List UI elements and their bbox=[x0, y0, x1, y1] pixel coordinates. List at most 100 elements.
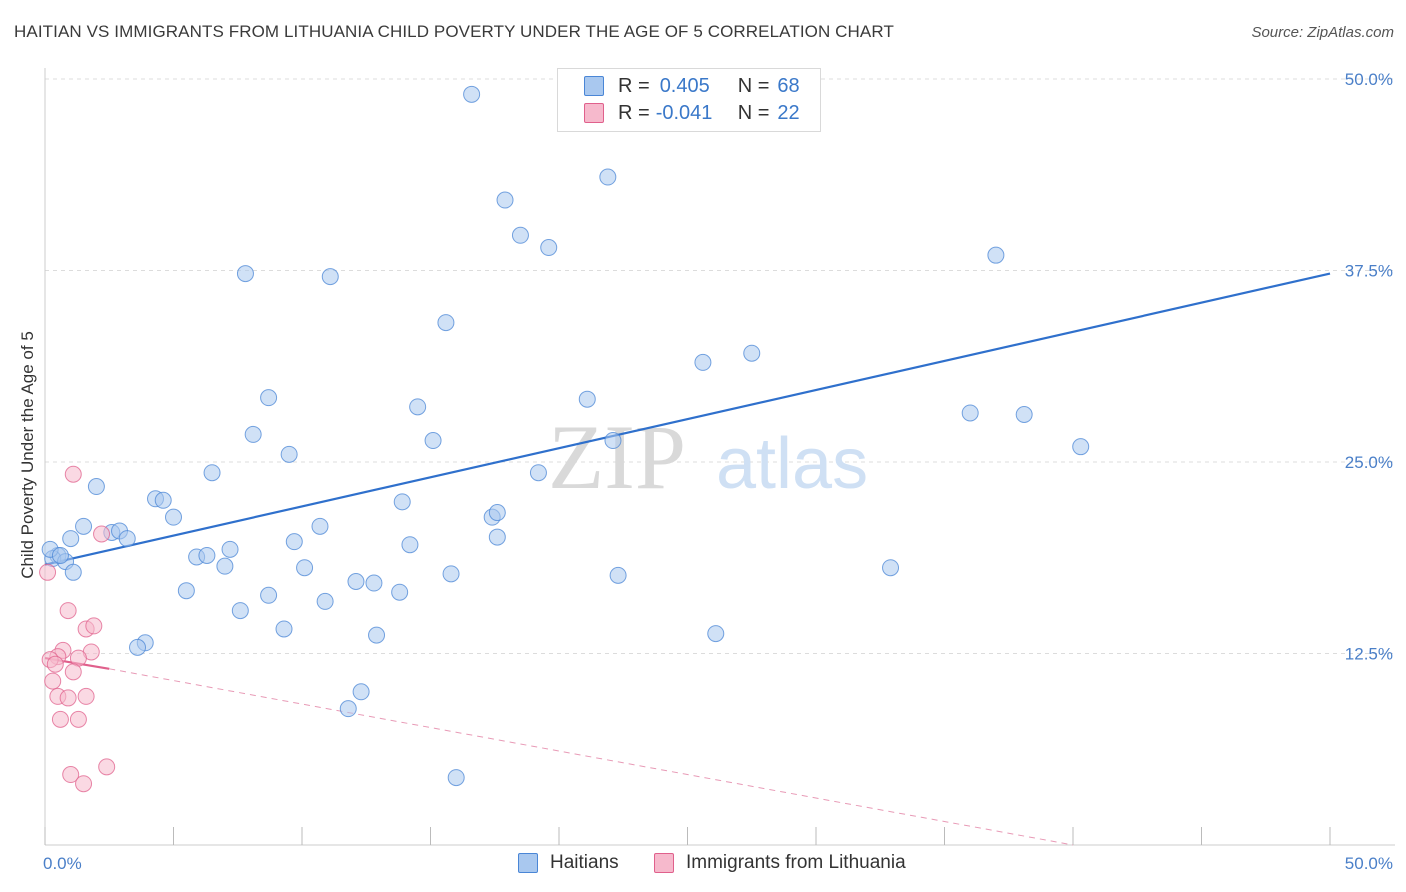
data-points bbox=[39, 85, 1090, 793]
haitians-point bbox=[51, 546, 69, 564]
watermark-zip: ZIP bbox=[548, 406, 686, 508]
haitians-point bbox=[321, 268, 339, 286]
watermark: ZIP atlas bbox=[548, 406, 868, 508]
lithuania-swatch bbox=[584, 103, 604, 123]
haitians-point bbox=[260, 586, 278, 604]
haitians-point bbox=[707, 625, 725, 643]
lithuania-point bbox=[39, 563, 57, 581]
haitians-point bbox=[1072, 438, 1090, 456]
series-legend: Haitians Immigrants from Lithuania bbox=[0, 852, 1406, 878]
haitians-point bbox=[280, 445, 298, 463]
x-tick-label: 50.0% bbox=[1345, 854, 1393, 873]
haitians-point bbox=[447, 769, 465, 787]
lithuania-point bbox=[64, 663, 82, 681]
haitians-point bbox=[339, 700, 357, 718]
y-tick-label: 25.0% bbox=[1345, 453, 1393, 472]
lithuania-point bbox=[44, 672, 62, 690]
haitians-point bbox=[311, 517, 329, 535]
haitians-point bbox=[488, 504, 506, 522]
haitians-point bbox=[391, 583, 409, 601]
lithuania-point bbox=[98, 758, 116, 776]
r-label: R = bbox=[618, 101, 650, 124]
y-tick-label: 12.5% bbox=[1345, 645, 1393, 664]
x-tick-label: 0.0% bbox=[43, 854, 82, 873]
haitians-point bbox=[231, 602, 249, 620]
haitians-point bbox=[409, 398, 427, 416]
haitians-point bbox=[177, 582, 195, 600]
haitians-point bbox=[75, 517, 93, 535]
haitians-point bbox=[437, 314, 455, 332]
lithuania-point bbox=[62, 766, 80, 784]
n-value: 22 bbox=[777, 101, 800, 124]
haitians-point bbox=[540, 239, 558, 257]
y-tick-label: 37.5% bbox=[1345, 262, 1393, 281]
haitians-point bbox=[401, 536, 419, 554]
r-label: R = bbox=[618, 74, 650, 97]
source-label: Source: ZipAtlas.com bbox=[1251, 24, 1394, 41]
watermark-atlas: atlas bbox=[716, 424, 868, 504]
haitians-point bbox=[961, 404, 979, 422]
y-axis-label: Child Poverty Under the Age of 5 bbox=[18, 331, 37, 579]
haitians-point bbox=[275, 620, 293, 638]
n-value: 68 bbox=[777, 74, 800, 97]
haitians-swatch bbox=[518, 853, 538, 873]
y-tick-label: 50.0% bbox=[1345, 70, 1393, 89]
lithuania-point bbox=[85, 617, 103, 635]
haitians-point bbox=[463, 85, 481, 103]
haitians-point bbox=[488, 528, 506, 546]
haitians-point bbox=[424, 432, 442, 450]
legend-item-lithuania[interactable]: Immigrants from Lithuania bbox=[654, 852, 906, 874]
haitians-point bbox=[496, 191, 514, 209]
haitians-point bbox=[529, 464, 547, 482]
haitians-point bbox=[365, 574, 383, 592]
r-value: -0.041 bbox=[655, 101, 713, 124]
haitians-point bbox=[244, 425, 262, 443]
haitians-point bbox=[511, 226, 529, 244]
x-tick-labels: 0.0% 50.0% bbox=[43, 854, 1393, 873]
haitians-point bbox=[118, 530, 136, 548]
haitians-point bbox=[882, 559, 900, 577]
haitians-point bbox=[296, 559, 314, 577]
haitians-trend-line bbox=[44, 272, 1331, 566]
trend-lines bbox=[44, 272, 1331, 846]
haitians-point bbox=[609, 566, 627, 584]
lithuania-point bbox=[75, 775, 93, 793]
haitians-point bbox=[165, 508, 182, 526]
haitians-point bbox=[393, 493, 411, 511]
n-label: N = bbox=[737, 74, 770, 97]
lithuania-point bbox=[69, 710, 87, 728]
haitians-point bbox=[62, 530, 80, 548]
gridlines bbox=[45, 78, 1395, 654]
r-value: 0.405 bbox=[659, 74, 710, 97]
haitians-point bbox=[129, 638, 147, 656]
haitians-point bbox=[368, 626, 386, 644]
haitians-point bbox=[236, 265, 254, 283]
stats-row-haitians: R = 0.405 N = 68 bbox=[584, 73, 800, 99]
haitians-point bbox=[221, 540, 239, 558]
haitians-point bbox=[694, 353, 712, 371]
lithuania-point bbox=[51, 710, 69, 728]
n-label: N = bbox=[737, 101, 770, 124]
haitians-point bbox=[1015, 406, 1033, 424]
haitians-point bbox=[216, 557, 234, 575]
haitians-point bbox=[285, 533, 303, 551]
lithuania-swatch bbox=[654, 853, 674, 873]
haitians-point bbox=[87, 478, 105, 496]
haitians-point bbox=[743, 344, 761, 362]
haitians-point bbox=[599, 168, 617, 186]
lithuania-point bbox=[59, 602, 77, 620]
lithuania-trend-extension bbox=[109, 668, 1074, 846]
lithuania-point bbox=[59, 689, 77, 707]
y-tick-labels: 12.5% 25.0% 37.5% 50.0% bbox=[1345, 70, 1393, 664]
haitians-swatch bbox=[584, 76, 604, 96]
haitians-point bbox=[604, 432, 622, 450]
haitians-point bbox=[987, 246, 1005, 264]
lithuania-point bbox=[77, 687, 95, 705]
lithuania-point bbox=[46, 655, 64, 673]
haitians-point bbox=[198, 546, 216, 564]
haitians-point bbox=[203, 464, 221, 482]
haitians-point bbox=[316, 592, 334, 610]
stats-legend: R = 0.405 N = 68 R = -0.041 N = 22 bbox=[557, 68, 821, 132]
legend-item-haitians[interactable]: Haitians bbox=[518, 852, 619, 874]
